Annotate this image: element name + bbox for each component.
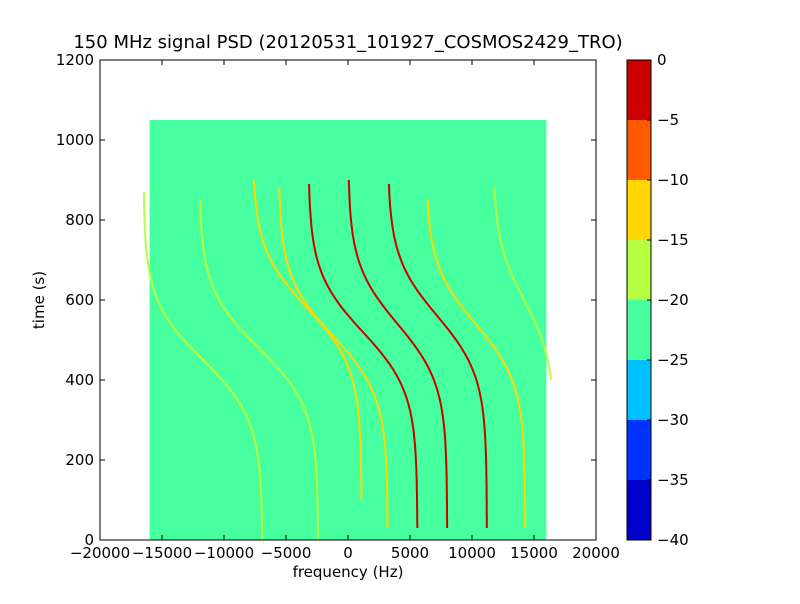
- y-tick-label: 1200: [56, 51, 94, 69]
- x-tick-label: −15000: [132, 544, 192, 562]
- y-tick-label: 0: [84, 531, 94, 549]
- x-axis-label: frequency (Hz): [293, 563, 404, 581]
- colorbar-tick-label: −15: [657, 231, 689, 249]
- x-tick-label: −20000: [70, 544, 130, 562]
- colorbar-tick-label: −40: [657, 531, 689, 549]
- colorbar-tick-label: −25: [657, 351, 689, 369]
- x-tick-label: 20000: [572, 544, 620, 562]
- doppler-trace: [347, 179, 449, 528]
- colorbar-tick-label: −5: [657, 111, 679, 129]
- doppler-trace: [142, 191, 264, 540]
- y-axis-label: time (s): [30, 271, 48, 329]
- chart-title: 150 MHz signal PSD (20120531_101927_COSM…: [73, 32, 622, 53]
- colorbar-segment: [627, 300, 651, 360]
- x-tick-label: 0: [343, 544, 353, 562]
- colorbar-tick-label: −30: [657, 411, 689, 429]
- colorbar-tick-label: −20: [657, 291, 689, 309]
- doppler-trace: [387, 183, 488, 528]
- doppler-trace: [199, 199, 319, 540]
- colorbar-segment: [627, 360, 651, 420]
- y-tick-label: 800: [65, 211, 94, 229]
- colorbar-segment: [627, 180, 651, 240]
- colorbar-tick-label: 0: [657, 51, 667, 69]
- doppler-trace: [426, 199, 527, 528]
- x-tick-label: 5000: [391, 544, 429, 562]
- y-tick-label: 600: [65, 291, 94, 309]
- colorbar-segment: [627, 480, 651, 540]
- colorbar-segment: [627, 240, 651, 300]
- plot-area: −20000 −15000 −10000 −5000 0 5000 10000 15000 20…: [56, 51, 620, 562]
- heatmap-image: [142, 120, 553, 540]
- doppler-trace: [253, 179, 363, 501]
- doppler-trace: [278, 187, 389, 528]
- x-axis: −20000 −15000 −10000 −5000 0 5000 10000 15000 20…: [70, 60, 620, 562]
- y-axis: 0 200 400 600 800 1000 1200: [56, 51, 596, 549]
- doppler-trace: [308, 183, 419, 528]
- y-tick-label: 400: [65, 371, 94, 389]
- colorbar-segment: [627, 420, 651, 480]
- x-tick-label: −5000: [261, 544, 312, 562]
- colorbar-tick-label: −10: [657, 171, 689, 189]
- doppler-trace: [493, 187, 553, 381]
- x-tick-label: 15000: [510, 544, 558, 562]
- x-tick-label: −10000: [194, 544, 254, 562]
- x-tick-label: 10000: [448, 544, 496, 562]
- colorbar-tick-label: −35: [657, 471, 689, 489]
- colorbar-segment: [627, 60, 651, 120]
- y-tick-label: 1000: [56, 131, 94, 149]
- colorbar: −40 −35 −30 −25 −20 −15 −10 −5 0: [626, 51, 689, 549]
- colorbar-segment: [627, 120, 651, 180]
- y-tick-label: 200: [65, 451, 94, 469]
